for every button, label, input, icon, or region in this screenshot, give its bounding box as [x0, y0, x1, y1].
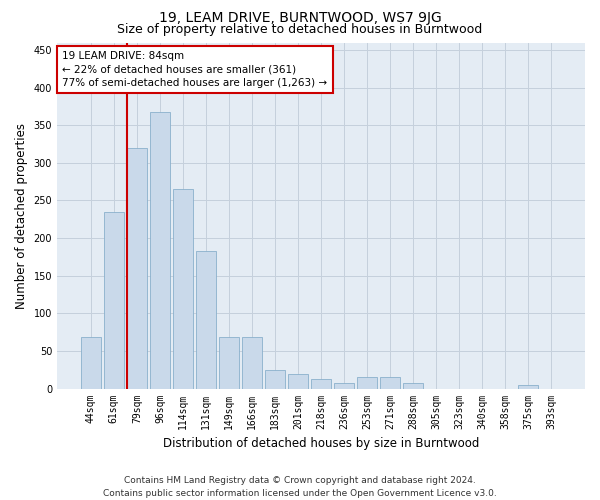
Bar [311, 379, 331, 388]
Bar [265, 370, 285, 388]
Text: 19 LEAM DRIVE: 84sqm
← 22% of detached houses are smaller (361)
77% of semi-deta: 19 LEAM DRIVE: 84sqm ← 22% of detached h… [62, 51, 328, 88]
Bar [150, 112, 170, 388]
Bar [104, 212, 124, 388]
Text: 19, LEAM DRIVE, BURNTWOOD, WS7 9JG: 19, LEAM DRIVE, BURNTWOOD, WS7 9JG [158, 11, 442, 25]
Bar [173, 189, 193, 388]
Bar [334, 382, 354, 388]
Bar [288, 374, 308, 388]
Bar [127, 148, 146, 388]
Bar [380, 378, 400, 388]
Text: Size of property relative to detached houses in Burntwood: Size of property relative to detached ho… [118, 22, 482, 36]
Y-axis label: Number of detached properties: Number of detached properties [15, 122, 28, 308]
Bar [242, 338, 262, 388]
Bar [403, 382, 423, 388]
Bar [357, 378, 377, 388]
Text: Contains HM Land Registry data © Crown copyright and database right 2024.
Contai: Contains HM Land Registry data © Crown c… [103, 476, 497, 498]
X-axis label: Distribution of detached houses by size in Burntwood: Distribution of detached houses by size … [163, 437, 479, 450]
Bar [219, 338, 239, 388]
Bar [196, 251, 216, 388]
Bar [81, 338, 101, 388]
Bar [518, 385, 538, 388]
